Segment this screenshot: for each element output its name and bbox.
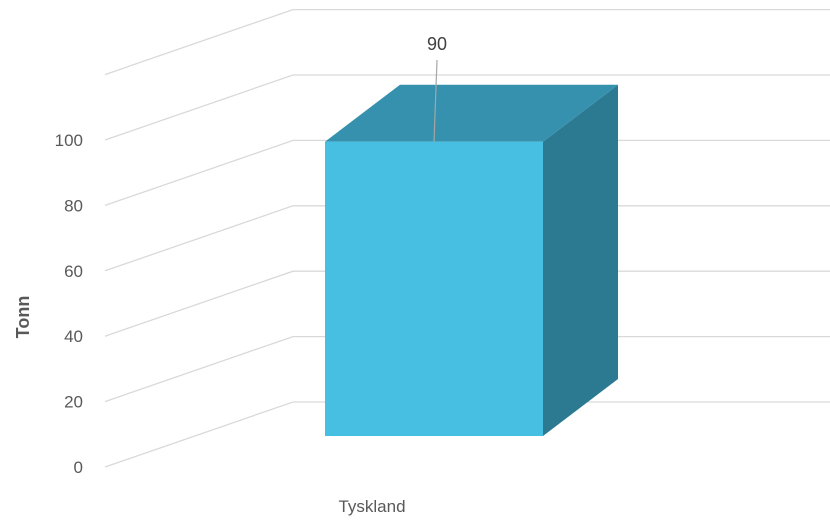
x-axis-ticks: Tyskland — [338, 497, 405, 516]
gridline — [104, 8, 830, 76]
data-label-leader — [433, 59, 438, 142]
y-tick-label: 20 — [64, 393, 83, 412]
y-tick-label: 0 — [74, 458, 83, 477]
x-tick-label: Tyskland — [338, 497, 405, 516]
y-axis-title: Tonn — [13, 296, 33, 339]
gridlines — [104, 8, 830, 468]
bar — [325, 141, 543, 436]
gridline — [104, 139, 830, 207]
y-tick-label: 60 — [64, 262, 83, 281]
y-tick-label: 100 — [55, 131, 83, 150]
bar-group — [325, 84, 618, 436]
gridline — [104, 401, 830, 468]
gridline — [104, 335, 830, 403]
gridline — [104, 74, 830, 141]
gridline — [104, 270, 830, 337]
bar-side-face — [543, 84, 618, 436]
data-labels: 90 — [427, 34, 447, 142]
bars — [325, 84, 618, 436]
bar-top-face — [325, 84, 618, 142]
data-label: 90 — [427, 34, 447, 54]
y-tick-label: 40 — [64, 327, 83, 346]
y-axis-ticks: 0 20 40 60 80 100 — [55, 131, 83, 477]
gridline — [104, 205, 830, 272]
y-tick-label: 80 — [64, 196, 83, 215]
